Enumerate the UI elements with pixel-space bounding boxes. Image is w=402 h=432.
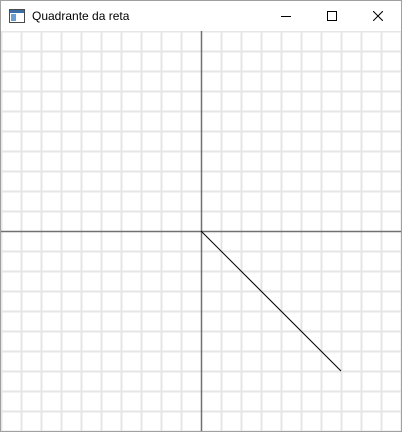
line-segment (200, 230, 342, 372)
maximize-icon (327, 11, 337, 21)
window-app-icon[interactable] (9, 9, 25, 23)
minimize-icon (281, 11, 291, 21)
close-icon (373, 11, 383, 21)
minimize-button[interactable] (263, 1, 309, 31)
plot-surface (1, 31, 401, 431)
title-bar[interactable]: Quadrante da reta (1, 1, 401, 31)
drawing-canvas[interactable] (1, 31, 401, 431)
window-title: Quadrante da reta (32, 9, 130, 23)
maximize-button[interactable] (309, 1, 355, 31)
close-button[interactable] (355, 1, 401, 31)
